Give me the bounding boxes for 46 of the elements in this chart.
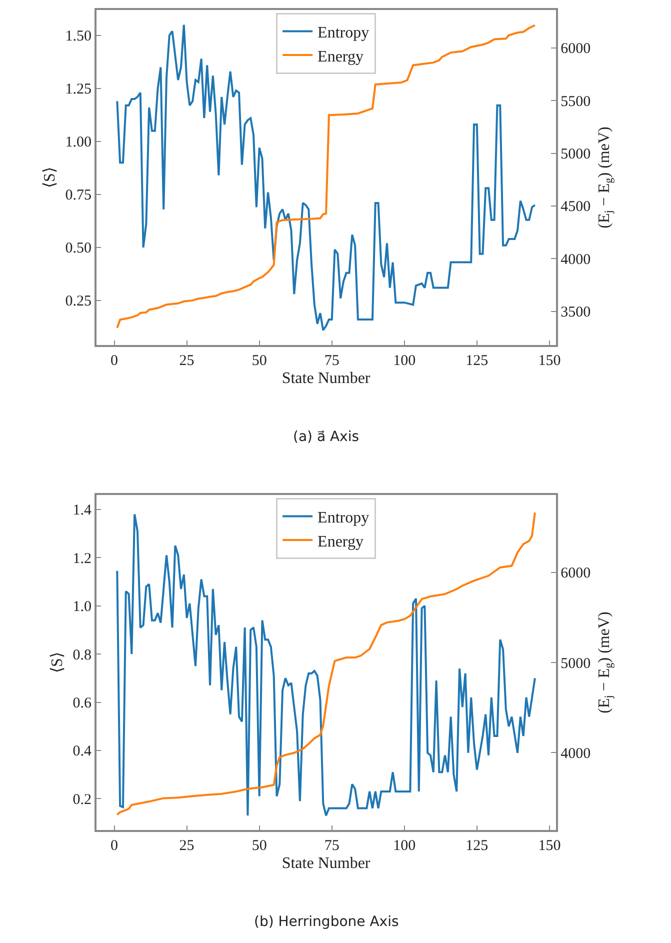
y-tick-label: 0.6: [72, 696, 92, 712]
y2-tick-label: 4000: [560, 746, 591, 762]
x-tick-label: 50: [252, 838, 267, 854]
y-axis-title: ⟨S⟩: [49, 652, 66, 673]
x-tick-label: 125: [466, 838, 488, 854]
y-axis-title: ⟨S⟩: [42, 167, 59, 188]
x-tick-label: 75: [324, 352, 340, 369]
legend-label: Energy: [318, 48, 364, 66]
y-tick-label: 0.50: [65, 240, 92, 257]
y-tick-label: 1.00: [65, 134, 92, 151]
text: (a) a⃗ Axis: [293, 429, 360, 445]
y2-tick-label: 5000: [560, 146, 591, 163]
legend-label: Entropy: [318, 24, 370, 42]
x-tick-label: 0: [110, 352, 118, 369]
y2-tick-label: 6000: [560, 41, 591, 58]
y2-tick-label: 4000: [560, 252, 591, 268]
x-tick-label: 75: [324, 838, 340, 854]
x-tick-label: 25: [179, 352, 194, 369]
y-tick-label: 1.4: [72, 502, 92, 519]
y-tick-label: 0.25: [65, 294, 92, 310]
y-tick-label: 1.2: [72, 550, 92, 567]
legend-label: Entropy: [318, 509, 370, 526]
x-tick-label: 0: [110, 838, 118, 854]
y2-tick-label: 5500: [560, 94, 591, 110]
y2-tick-label: 4500: [560, 199, 591, 216]
x-tick-label: 125: [466, 352, 488, 369]
x-tick-label: 25: [179, 838, 194, 854]
y-tick-label: 0.75: [65, 188, 92, 204]
x-tick-label: 100: [393, 838, 416, 854]
legend-label: Energy: [318, 533, 364, 550]
y2-tick-label: 6000: [560, 566, 591, 582]
y-tick-label: 0.4: [72, 744, 92, 760]
y-tick-label: 1.50: [65, 28, 92, 45]
x-tick-label: 100: [393, 352, 416, 369]
y-tick-label: 0.2: [72, 792, 92, 808]
y2-tick-label: 5000: [560, 656, 591, 672]
y2-tick-label: 3500: [560, 304, 591, 321]
y-tick-label: 0.8: [72, 647, 92, 664]
y-tick-label: 1.25: [65, 82, 92, 98]
x-axis-title: State Number: [282, 370, 371, 387]
y-tick-label: 1.0: [72, 599, 92, 616]
text: (b) Herringbone Axis: [254, 914, 399, 930]
x-tick-label: 150: [538, 352, 561, 369]
x-tick-label: 150: [538, 838, 561, 854]
x-axis-title: State Number: [282, 854, 371, 872]
x-tick-label: 50: [252, 352, 267, 369]
